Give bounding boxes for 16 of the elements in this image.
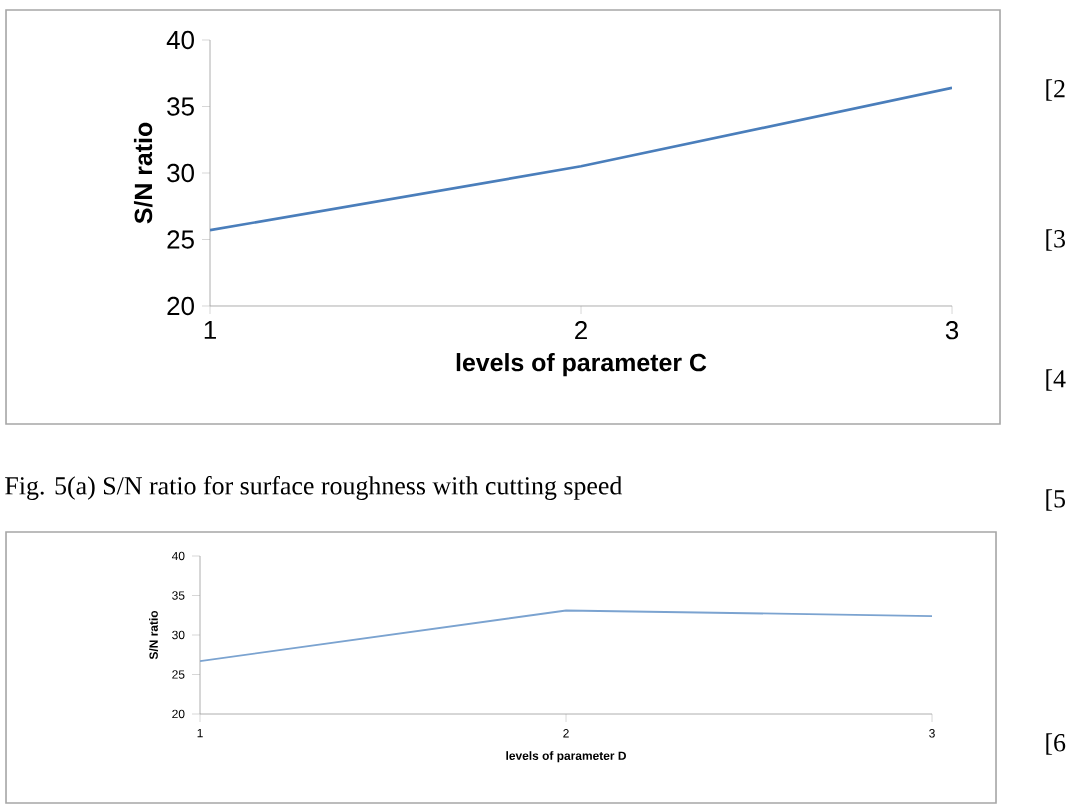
text: [5 <box>1046 489 1065 511</box>
y-tick-label: 20 <box>167 296 194 316</box>
y-tick-label: 30 <box>167 163 194 183</box>
y-tick-label: 40 <box>166 30 194 50</box>
text: [3 <box>1046 229 1065 251</box>
text: [2 <box>1046 79 1065 101</box>
caption: Fig. 5(a) S/N ratio for surface roughness with cutting speed <box>5 476 623 500</box>
x-tick-label: 1 <box>204 321 216 339</box>
y-tick-label: 25 <box>167 230 194 249</box>
x-axis-title: levels of parameter C <box>456 353 707 377</box>
y-tick-label: 35 <box>167 97 194 116</box>
text: [4 <box>1046 369 1066 391</box>
x-tick-label: 3 <box>945 321 959 340</box>
text: [6 <box>1046 733 1066 755</box>
x-tick-label: 2 <box>575 321 587 340</box>
y-axis-title: S/N ratio <box>133 122 153 224</box>
